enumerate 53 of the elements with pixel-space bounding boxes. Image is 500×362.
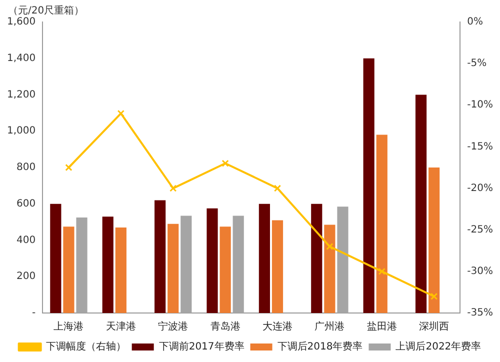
y-tick-label: 600 [16,198,36,210]
x-tick-label: 青岛港 [210,320,240,333]
x-tick-label: 深圳西 [419,320,450,333]
y-tick-label: 1,600 [6,16,36,28]
legend-label: 下调前2017年费率 [158,340,244,353]
bar [272,220,284,313]
bar [324,224,336,313]
y2-tick-label: -5% [467,58,487,70]
point [170,184,177,192]
y-tick-label: - [32,308,36,319]
bar [376,134,388,313]
y2-tick-label: -10% [467,100,494,111]
y-tick-label: 1,000 [6,126,36,137]
bar [363,58,374,313]
y2-tick-label: -35% [467,308,494,319]
bar [168,224,179,313]
bar [311,204,322,313]
bar [220,226,231,313]
y2-tick-label: -25% [467,224,494,236]
point [274,184,282,192]
bar [415,94,427,313]
y-tick-label: 1,400 [6,52,36,64]
x-tick-label: 广州港 [314,320,345,333]
point [65,164,72,172]
bar [154,200,166,313]
x-tick-label: 大连港 [262,320,292,333]
y-tick-label: 800 [16,162,36,174]
bar [428,168,440,313]
bar [50,204,62,313]
point [430,292,438,300]
point [326,242,334,250]
x-tick-label: 上海港 [54,320,84,333]
x-tick-label: 宁波港 [158,320,188,333]
point [222,160,229,167]
y-axis-title: （元/20尺重箱） [8,4,84,17]
y-tick-label: 400 [16,234,36,246]
legend-label: 下调后2018年费率 [277,340,363,353]
bar [115,228,126,313]
bar [63,226,74,313]
legend-label: 上调后2022年费率 [396,340,482,353]
bar [102,216,114,313]
point [378,268,386,276]
legend-label: 下调幅度（右轴） [46,340,126,353]
x-tick-label: 盐田港 [366,320,397,333]
bar [258,204,270,313]
y2-tick-label: -30% [467,266,494,278]
y2-tick-label: 0% [467,16,484,28]
y-tick-label: 200 [16,271,36,282]
y2-tick-label: -20% [467,182,494,194]
y2-tick-label: -15% [467,141,494,152]
bar [206,208,218,313]
x-tick-label: 天津港 [106,320,136,333]
y-tick-label: 1,200 [6,89,36,100]
